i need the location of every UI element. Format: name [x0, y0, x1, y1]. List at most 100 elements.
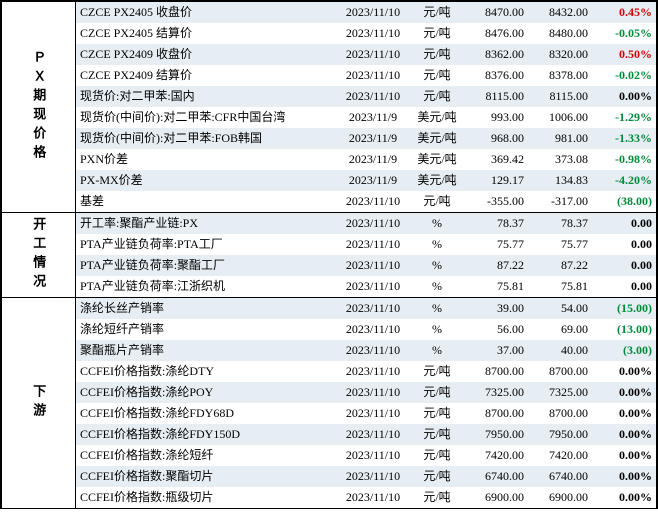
cell-change: (13.00) [592, 319, 656, 340]
cell-value-2: 373.08 [528, 149, 592, 170]
cell-date: 2023/11/10 [336, 382, 410, 403]
cell-change: -1.29% [592, 107, 656, 128]
cell-value-2: 981.00 [528, 128, 592, 149]
table-row: CZCE PX2409 结算价2023/11/10元/吨8376.008378.… [76, 65, 656, 86]
cell-date: 2023/11/10 [336, 424, 410, 445]
cell-change: 0.50% [592, 44, 656, 65]
cell-name: CCFEI价格指数:瓶级切片 [76, 487, 336, 508]
cell-unit: 元/吨 [410, 445, 464, 466]
cell-value-2: 78.37 [528, 213, 592, 234]
cell-change: -0.05% [592, 23, 656, 44]
cell-value-2: -317.00 [528, 191, 592, 212]
cell-unit: 元/吨 [410, 2, 464, 23]
table-row: 现货价(中间价):对二甲苯:CFR中国台湾2023/11/9美元/吨993.00… [76, 107, 656, 128]
cell-value-1: 75.81 [464, 276, 528, 297]
cell-change: (15.00) [592, 298, 656, 319]
cell-value-1: 75.77 [464, 234, 528, 255]
table-row: PX-MX价差2023/11/9美元/吨129.17134.83-4.20% [76, 170, 656, 191]
table-row: 现货价:对二甲苯:国内2023/11/10元/吨8115.008115.000.… [76, 86, 656, 107]
cell-change: 0.00 [592, 255, 656, 276]
cell-date: 2023/11/9 [336, 149, 410, 170]
cell-value-1: 993.00 [464, 107, 528, 128]
cell-date: 2023/11/10 [336, 65, 410, 86]
section-body: 涤纶长丝产销率2023/11/10%39.0054.00(15.00)涤纶短纤产… [76, 298, 656, 508]
table-section: ＰＸ期现价格CZCE PX2405 收盘价2023/11/10元/吨8470.0… [2, 2, 656, 213]
cell-date: 2023/11/10 [336, 298, 410, 319]
cell-value-1: 8470.00 [464, 2, 528, 23]
cell-name: 现货价(中间价):对二甲苯:FOB韩国 [76, 128, 336, 149]
cell-name: CCFEI价格指数:涤纶DTY [76, 361, 336, 382]
cell-name: CCFEI价格指数:涤纶POY [76, 382, 336, 403]
cell-date: 2023/11/10 [336, 361, 410, 382]
table-row: PXN价差2023/11/9美元/吨369.42373.08-0.98% [76, 149, 656, 170]
cell-date: 2023/11/9 [336, 107, 410, 128]
cell-change: 0.00% [592, 382, 656, 403]
cell-date: 2023/11/10 [336, 319, 410, 340]
table-row: 基差2023/11/10元/吨-355.00-317.00(38.00) [76, 191, 656, 212]
cell-name: CZCE PX2405 结算价 [76, 23, 336, 44]
cell-value-2: 8432.00 [528, 2, 592, 23]
cell-value-1: 8476.00 [464, 23, 528, 44]
cell-date: 2023/11/10 [336, 445, 410, 466]
cell-value-1: 37.00 [464, 340, 528, 361]
cell-value-2: 134.83 [528, 170, 592, 191]
cell-date: 2023/11/9 [336, 170, 410, 191]
cell-value-1: -355.00 [464, 191, 528, 212]
cell-unit: % [410, 340, 464, 361]
table-row: CCFEI价格指数:涤纶FDY68D2023/11/10元/吨8700.0087… [76, 403, 656, 424]
cell-name: PX-MX价差 [76, 170, 336, 191]
cell-value-2: 75.81 [528, 276, 592, 297]
cell-date: 2023/11/10 [336, 276, 410, 297]
cell-value-2: 1006.00 [528, 107, 592, 128]
cell-value-1: 6740.00 [464, 466, 528, 487]
cell-change: 0.00% [592, 86, 656, 107]
cell-change: (3.00) [592, 340, 656, 361]
cell-value-1: 369.42 [464, 149, 528, 170]
cell-date: 2023/11/9 [336, 128, 410, 149]
table-row: CCFEI价格指数:涤纶FDY150D2023/11/10元/吨7950.007… [76, 424, 656, 445]
cell-date: 2023/11/10 [336, 340, 410, 361]
cell-unit: 元/吨 [410, 382, 464, 403]
cell-name: 现货价(中间价):对二甲苯:CFR中国台湾 [76, 107, 336, 128]
cell-name: 涤纶长丝产销率 [76, 298, 336, 319]
cell-value-1: 129.17 [464, 170, 528, 191]
cell-change: 0.00% [592, 487, 656, 508]
cell-name: CCFEI价格指数:涤纶FDY150D [76, 424, 336, 445]
cell-value-1: 6900.00 [464, 487, 528, 508]
cell-value-2: 54.00 [528, 298, 592, 319]
table-row: CZCE PX2405 收盘价2023/11/10元/吨8470.008432.… [76, 2, 656, 23]
cell-value-2: 69.00 [528, 319, 592, 340]
cell-change: -1.33% [592, 128, 656, 149]
cell-change: 0.00% [592, 424, 656, 445]
table-row: 涤纶短纤产销率2023/11/10%56.0069.00(13.00) [76, 319, 656, 340]
cell-unit: 元/吨 [410, 65, 464, 86]
cell-value-1: 39.00 [464, 298, 528, 319]
cell-date: 2023/11/10 [336, 255, 410, 276]
cell-change: (38.00) [592, 191, 656, 212]
cell-name: PTA产业链负荷率:聚酯工厂 [76, 255, 336, 276]
cell-value-2: 75.77 [528, 234, 592, 255]
table-section: 开工情况开工率:聚酯产业链:PX2023/11/10%78.3778.370.0… [2, 213, 656, 298]
cell-unit: 美元/吨 [410, 107, 464, 128]
table-row: CCFEI价格指数:涤纶DTY2023/11/10元/吨8700.008700.… [76, 361, 656, 382]
cell-name: 现货价:对二甲苯:国内 [76, 86, 336, 107]
cell-value-1: 56.00 [464, 319, 528, 340]
cell-value-1: 7325.00 [464, 382, 528, 403]
cell-name: PTA产业链负荷率:江浙织机 [76, 276, 336, 297]
cell-name: CZCE PX2405 收盘价 [76, 2, 336, 23]
cell-date: 2023/11/10 [336, 191, 410, 212]
cell-value-2: 6900.00 [528, 487, 592, 508]
cell-change: -4.20% [592, 170, 656, 191]
cell-unit: 元/吨 [410, 424, 464, 445]
cell-value-2: 87.22 [528, 255, 592, 276]
cell-unit: 元/吨 [410, 191, 464, 212]
table-row: PTA产业链负荷率:江浙织机2023/11/10%75.8175.810.00 [76, 276, 656, 297]
cell-value-1: 8700.00 [464, 403, 528, 424]
section-label: 下游 [2, 298, 76, 508]
table-row: 涤纶长丝产销率2023/11/10%39.0054.00(15.00) [76, 298, 656, 319]
cell-value-1: 7950.00 [464, 424, 528, 445]
cell-value-2: 6740.00 [528, 466, 592, 487]
cell-date: 2023/11/10 [336, 466, 410, 487]
cell-value-2: 8700.00 [528, 361, 592, 382]
cell-date: 2023/11/10 [336, 213, 410, 234]
